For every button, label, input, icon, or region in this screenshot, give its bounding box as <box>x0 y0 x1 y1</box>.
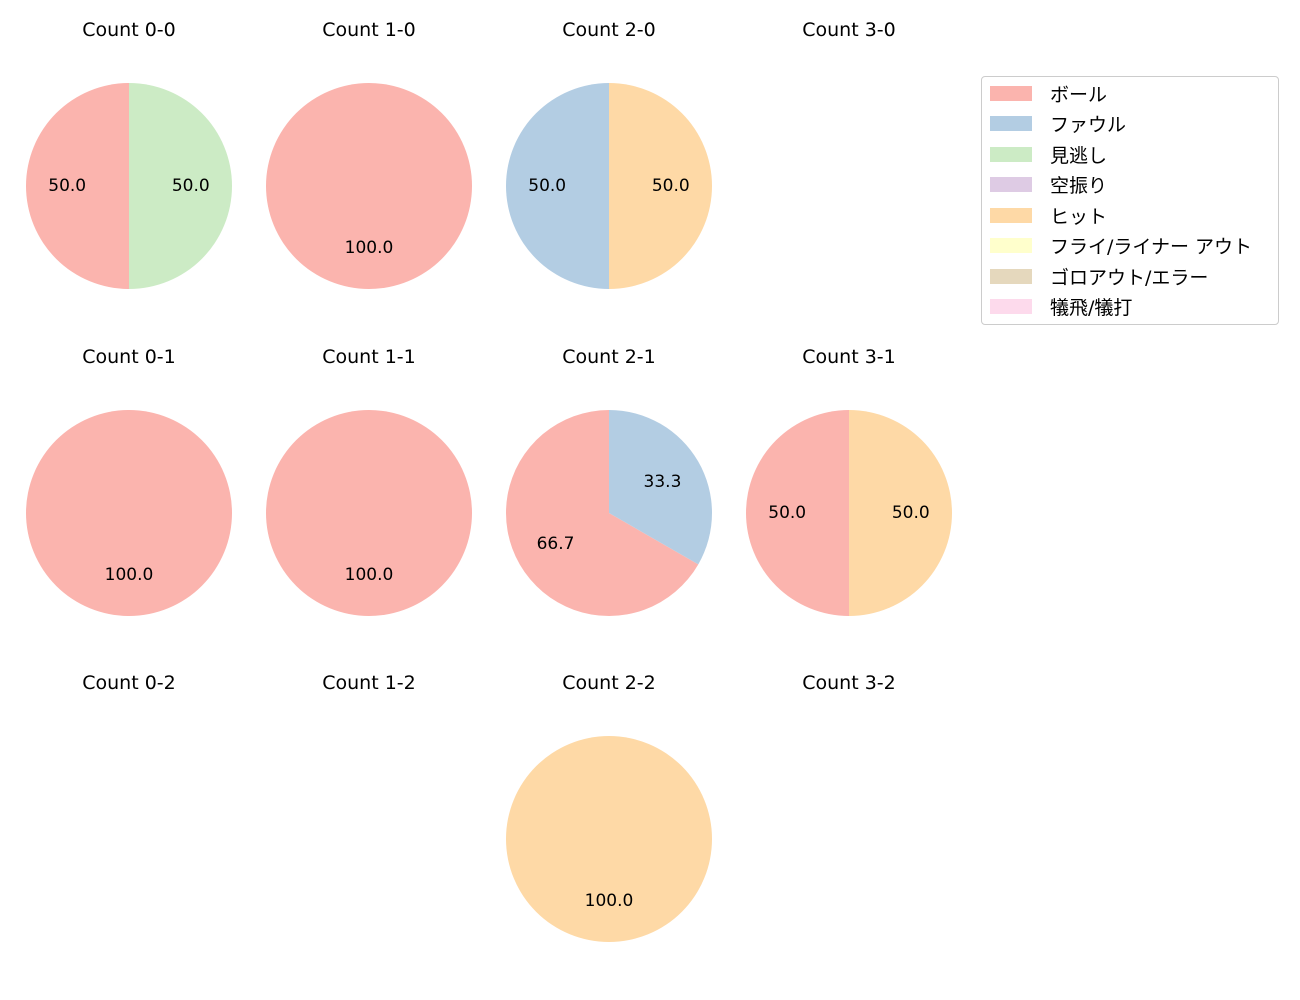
slice-percent-label: 50.0 <box>768 503 806 523</box>
pie-slice <box>129 83 232 289</box>
legend-label: ヒット <box>1050 205 1108 228</box>
pie-count-2-0: Count 2-0 50.0 50.0 <box>506 19 712 289</box>
pie-title: Count 0-2 <box>82 672 176 694</box>
slice-percent-label: 100.0 <box>585 891 634 911</box>
pie-count-1-1: Count 1-1 100.0 <box>266 346 472 616</box>
pie-title: Count 3-0 <box>802 19 896 41</box>
pie-title: Count 0-1 <box>82 346 176 368</box>
legend-item: 空振り <box>990 175 1107 197</box>
pie-slice <box>266 83 472 289</box>
legend-label: ゴロアウト/エラー <box>1050 266 1209 289</box>
slice-percent-label: 50.0 <box>652 176 690 196</box>
legend-item: ボール <box>990 83 1107 106</box>
legend-swatch-icon <box>990 116 1032 131</box>
slice-percent-label: 50.0 <box>172 176 210 196</box>
pie-title: Count 3-1 <box>802 346 896 368</box>
legend-item: ヒット <box>990 205 1107 228</box>
legend-item: 見逃し <box>990 144 1107 167</box>
pie-count-0-0: Count 0-0 50.0 50.0 <box>26 19 232 289</box>
legend-label: 空振り <box>1050 175 1108 197</box>
slice-percent-label: 66.7 <box>537 534 575 554</box>
legend-swatch-icon <box>990 299 1032 314</box>
slice-percent-label: 100.0 <box>105 565 154 585</box>
slice-percent-label: 33.3 <box>644 472 682 492</box>
pie-title: Count 2-0 <box>562 19 656 41</box>
legend-label: フライ/ライナー アウト <box>1050 236 1253 258</box>
pie-count-2-2: Count 2-2 100.0 <box>506 672 712 942</box>
legend-item: ファウル <box>990 114 1126 136</box>
legend-label: 見逃し <box>1050 144 1108 167</box>
legend-swatch-icon <box>990 146 1032 162</box>
pie-slice <box>849 410 952 616</box>
pie-count-1-2: Count 1-2 <box>322 672 416 694</box>
legend-item: フライ/ライナー アウト <box>990 236 1252 258</box>
pie-slice <box>26 410 232 616</box>
pie-title: Count 1-2 <box>322 672 416 694</box>
pie-slice <box>506 83 609 289</box>
legend-label: ファウル <box>1050 114 1127 136</box>
legend-swatch-icon <box>990 238 1032 253</box>
legend-label: ボール <box>1050 83 1108 106</box>
pie-title: Count 1-1 <box>322 346 416 368</box>
legend-label: 犠飛/犠打 <box>1050 297 1133 319</box>
pie-title: Count 2-1 <box>562 346 656 368</box>
pie-slice <box>266 410 472 616</box>
pie-count-0-2: Count 0-2 <box>82 672 176 694</box>
legend-swatch-icon <box>990 207 1032 223</box>
pie-count-2-1: Count 2-1 66.7 33.3 <box>506 346 712 616</box>
pie-count-1-0: Count 1-0 100.0 <box>266 19 472 289</box>
pie-slice <box>609 83 712 289</box>
slice-percent-label: 50.0 <box>528 176 566 196</box>
slice-percent-label: 50.0 <box>892 503 930 523</box>
pie-count-3-1: Count 3-1 50.0 50.0 <box>746 346 952 616</box>
pie-count-3-0: Count 3-0 <box>802 19 896 41</box>
legend-item: ゴロアウト/エラー <box>990 266 1208 289</box>
legend-item: 犠飛/犠打 <box>990 297 1132 319</box>
pie-title: Count 0-0 <box>82 19 176 41</box>
legend-swatch-icon <box>990 85 1032 101</box>
pie-slice <box>609 409 712 565</box>
legend: ボールファウル見逃し空振りヒットフライ/ライナー アウト ゴロアウト/エラー 犠飛/… <box>981 76 1279 325</box>
slice-percent-label: 50.0 <box>48 176 86 196</box>
legend-swatch-icon <box>990 177 1032 192</box>
pie-title: Count 3-2 <box>802 672 896 694</box>
pie-count-0-1: Count 0-1 100.0 <box>26 346 232 616</box>
slice-percent-label: 100.0 <box>345 565 394 585</box>
legend-swatch-icon <box>990 268 1032 284</box>
pie-slice <box>506 410 699 616</box>
slice-percent-label: 100.0 <box>345 238 394 258</box>
pie-title: Count 2-2 <box>562 672 656 694</box>
pie-slice <box>26 83 129 289</box>
pie-title: Count 1-0 <box>322 19 416 41</box>
pie-slice <box>746 410 849 616</box>
pie-count-3-2: Count 3-2 <box>802 672 896 694</box>
pie-slice <box>506 736 712 942</box>
